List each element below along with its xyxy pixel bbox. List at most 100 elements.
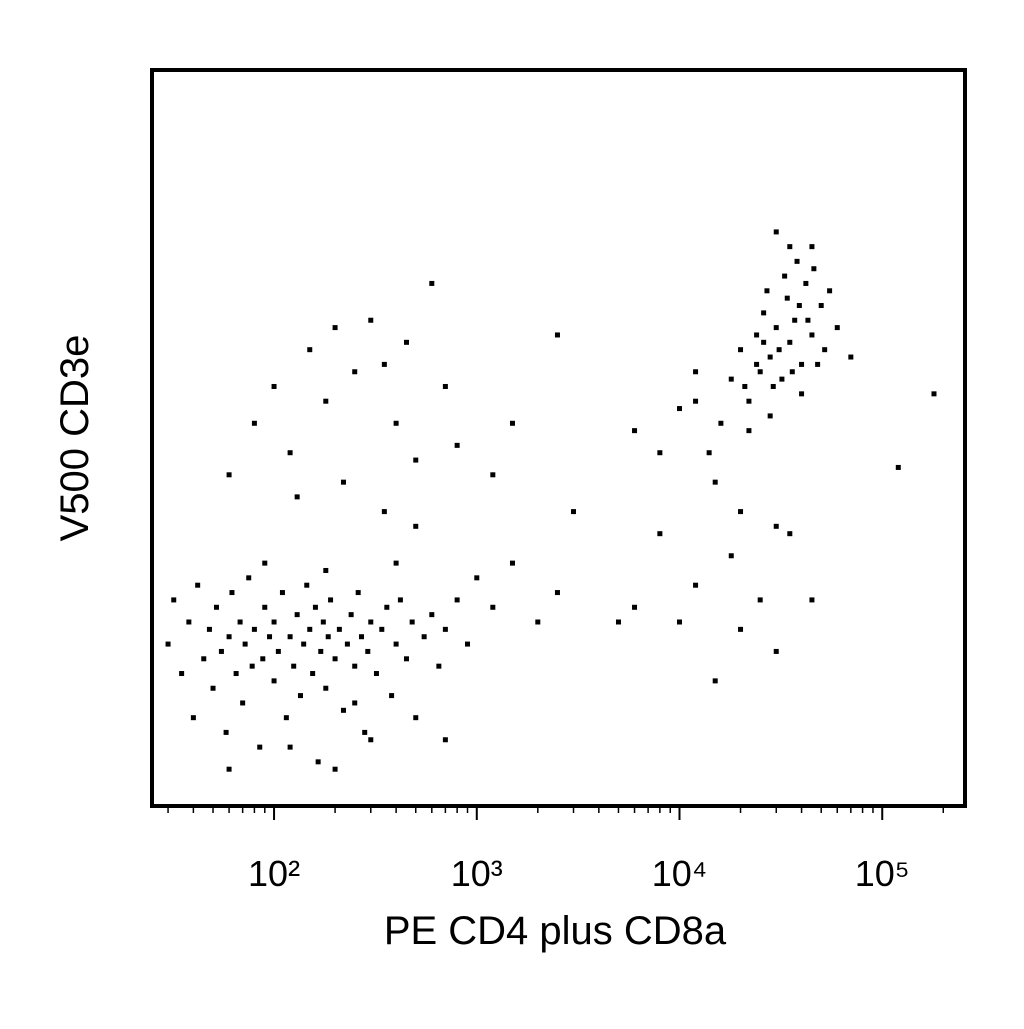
point bbox=[738, 626, 744, 632]
points bbox=[165, 229, 937, 772]
y-axis-label: V500 CD3e bbox=[53, 335, 97, 542]
point bbox=[799, 361, 805, 367]
point bbox=[233, 671, 239, 677]
point bbox=[764, 288, 770, 294]
point bbox=[811, 266, 817, 272]
point bbox=[677, 406, 683, 412]
point bbox=[287, 450, 293, 456]
point bbox=[291, 663, 297, 669]
point bbox=[657, 531, 663, 537]
point bbox=[218, 648, 224, 654]
point bbox=[757, 597, 763, 603]
point bbox=[409, 619, 415, 625]
point bbox=[379, 626, 385, 632]
point bbox=[509, 560, 515, 566]
point bbox=[165, 641, 171, 647]
point bbox=[728, 376, 734, 382]
point bbox=[465, 641, 471, 647]
point bbox=[262, 560, 268, 566]
point bbox=[340, 707, 346, 713]
point bbox=[712, 678, 718, 684]
point bbox=[271, 383, 277, 389]
point bbox=[348, 612, 354, 618]
point bbox=[384, 604, 390, 610]
plot-frame bbox=[150, 68, 967, 808]
point bbox=[454, 597, 460, 603]
point bbox=[190, 715, 196, 721]
point bbox=[297, 693, 303, 699]
point bbox=[323, 398, 329, 404]
point bbox=[368, 317, 374, 323]
point bbox=[767, 413, 773, 419]
point bbox=[794, 258, 800, 264]
point bbox=[693, 582, 699, 588]
point bbox=[776, 347, 782, 353]
point bbox=[554, 590, 560, 596]
point bbox=[307, 347, 313, 353]
point bbox=[332, 656, 338, 662]
point bbox=[770, 383, 776, 389]
point bbox=[805, 317, 811, 323]
point bbox=[312, 604, 318, 610]
point bbox=[827, 288, 833, 294]
x-axis-label: PE CD4 plus CD8a bbox=[384, 909, 727, 953]
point bbox=[767, 354, 773, 360]
point bbox=[822, 347, 828, 353]
point bbox=[226, 472, 232, 478]
point bbox=[809, 597, 815, 603]
point bbox=[809, 244, 815, 250]
point bbox=[393, 420, 399, 426]
point bbox=[693, 369, 699, 375]
point bbox=[332, 325, 338, 331]
point bbox=[328, 597, 334, 603]
point bbox=[490, 604, 496, 610]
point bbox=[693, 398, 699, 404]
point bbox=[742, 383, 748, 389]
point bbox=[429, 612, 435, 618]
point bbox=[283, 715, 289, 721]
point bbox=[421, 634, 427, 640]
point bbox=[403, 339, 409, 345]
point bbox=[787, 244, 793, 250]
point bbox=[320, 619, 326, 625]
point bbox=[325, 634, 331, 640]
point bbox=[436, 663, 442, 669]
point bbox=[226, 766, 232, 772]
point bbox=[226, 634, 232, 640]
point bbox=[201, 656, 207, 662]
point bbox=[718, 420, 724, 426]
point bbox=[799, 391, 805, 397]
point bbox=[397, 597, 403, 603]
point bbox=[757, 369, 763, 375]
point bbox=[359, 634, 365, 640]
point bbox=[260, 656, 266, 662]
x-tick-label: 10² bbox=[248, 853, 300, 894]
point bbox=[413, 457, 419, 463]
point bbox=[237, 619, 243, 625]
x-tick-label: 10⁴ bbox=[652, 853, 708, 894]
point bbox=[784, 295, 790, 301]
point bbox=[332, 766, 338, 772]
point bbox=[442, 737, 448, 743]
point bbox=[442, 626, 448, 632]
point bbox=[389, 693, 395, 699]
point bbox=[365, 648, 371, 654]
point bbox=[368, 737, 374, 743]
point bbox=[301, 641, 307, 647]
point bbox=[251, 626, 257, 632]
point bbox=[746, 428, 752, 434]
point bbox=[442, 383, 448, 389]
point bbox=[307, 626, 313, 632]
point bbox=[381, 361, 387, 367]
point bbox=[787, 339, 793, 345]
x-tick-label: 10⁵ bbox=[855, 853, 910, 894]
point bbox=[554, 332, 560, 338]
point bbox=[803, 280, 809, 286]
x-tick-label: 10³ bbox=[451, 853, 503, 894]
point bbox=[179, 671, 185, 677]
point bbox=[848, 354, 854, 360]
point bbox=[304, 582, 310, 588]
point bbox=[632, 604, 638, 610]
point bbox=[271, 619, 277, 625]
point bbox=[615, 619, 621, 625]
